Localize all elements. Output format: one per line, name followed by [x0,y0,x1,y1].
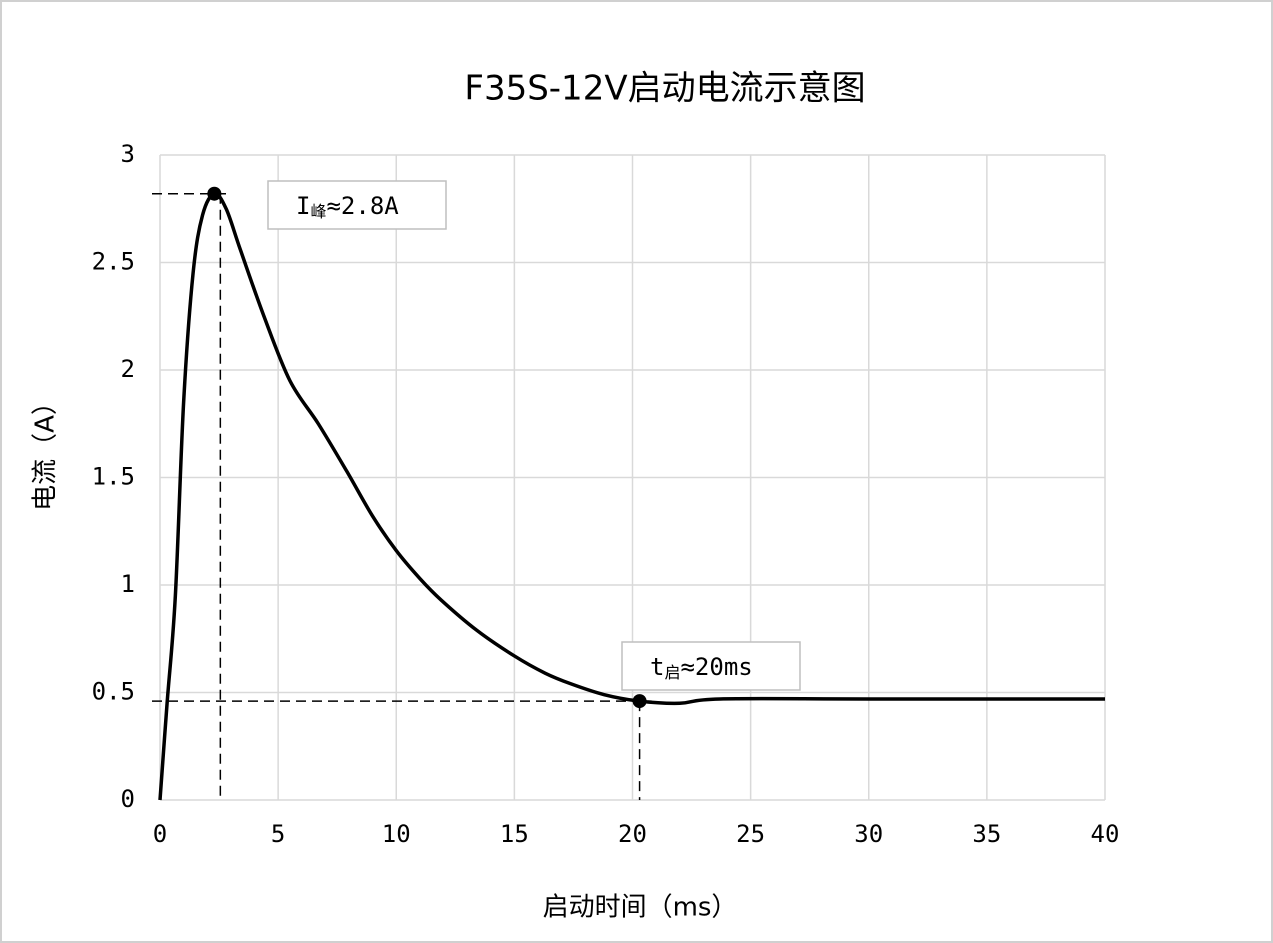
annotation-rest: ≈20ms [680,653,752,681]
x-axis-label: 启动时间（ms） [543,893,738,923]
y-tick-label: 0 [121,785,135,813]
y-tick-label: 2 [121,355,135,383]
annotation-sub: 启 [664,663,680,682]
x-tick-label: 15 [500,820,529,848]
y-tick-label: 2.5 [92,248,135,276]
x-tick-label: 25 [736,820,765,848]
y-axis-label: 电流（A） [31,389,61,511]
y-tick-label: 0.5 [92,678,135,706]
x-tick-label: 20 [618,820,647,848]
x-tick-label: 5 [271,820,285,848]
y-tick-label: 1 [121,570,135,598]
marker-point [632,694,647,709]
x-tick-label: 35 [972,820,1001,848]
y-tick-label: 3 [121,140,135,168]
x-tick-label: 10 [382,820,411,848]
line [158,191,1105,801]
marker-point [207,186,222,201]
annotation: t启≈20ms [650,653,753,682]
annotation-box [267,180,447,230]
annotation-box [621,641,801,691]
y-tick-label: 1.5 [92,463,135,491]
annotation-rest: ≈2.8A [326,192,399,220]
x-tick-label: 40 [1091,820,1120,848]
x-tick-label: 0 [153,820,167,848]
x-tick-label: 30 [854,820,883,848]
chart-title: F35S-12V启动电流示意图 [464,69,865,109]
annotation: I峰≈2.8A [296,192,399,221]
annotation-sub: 峰 [310,202,326,221]
annotation-main: I [296,192,310,220]
annotation-main: t [650,653,664,681]
